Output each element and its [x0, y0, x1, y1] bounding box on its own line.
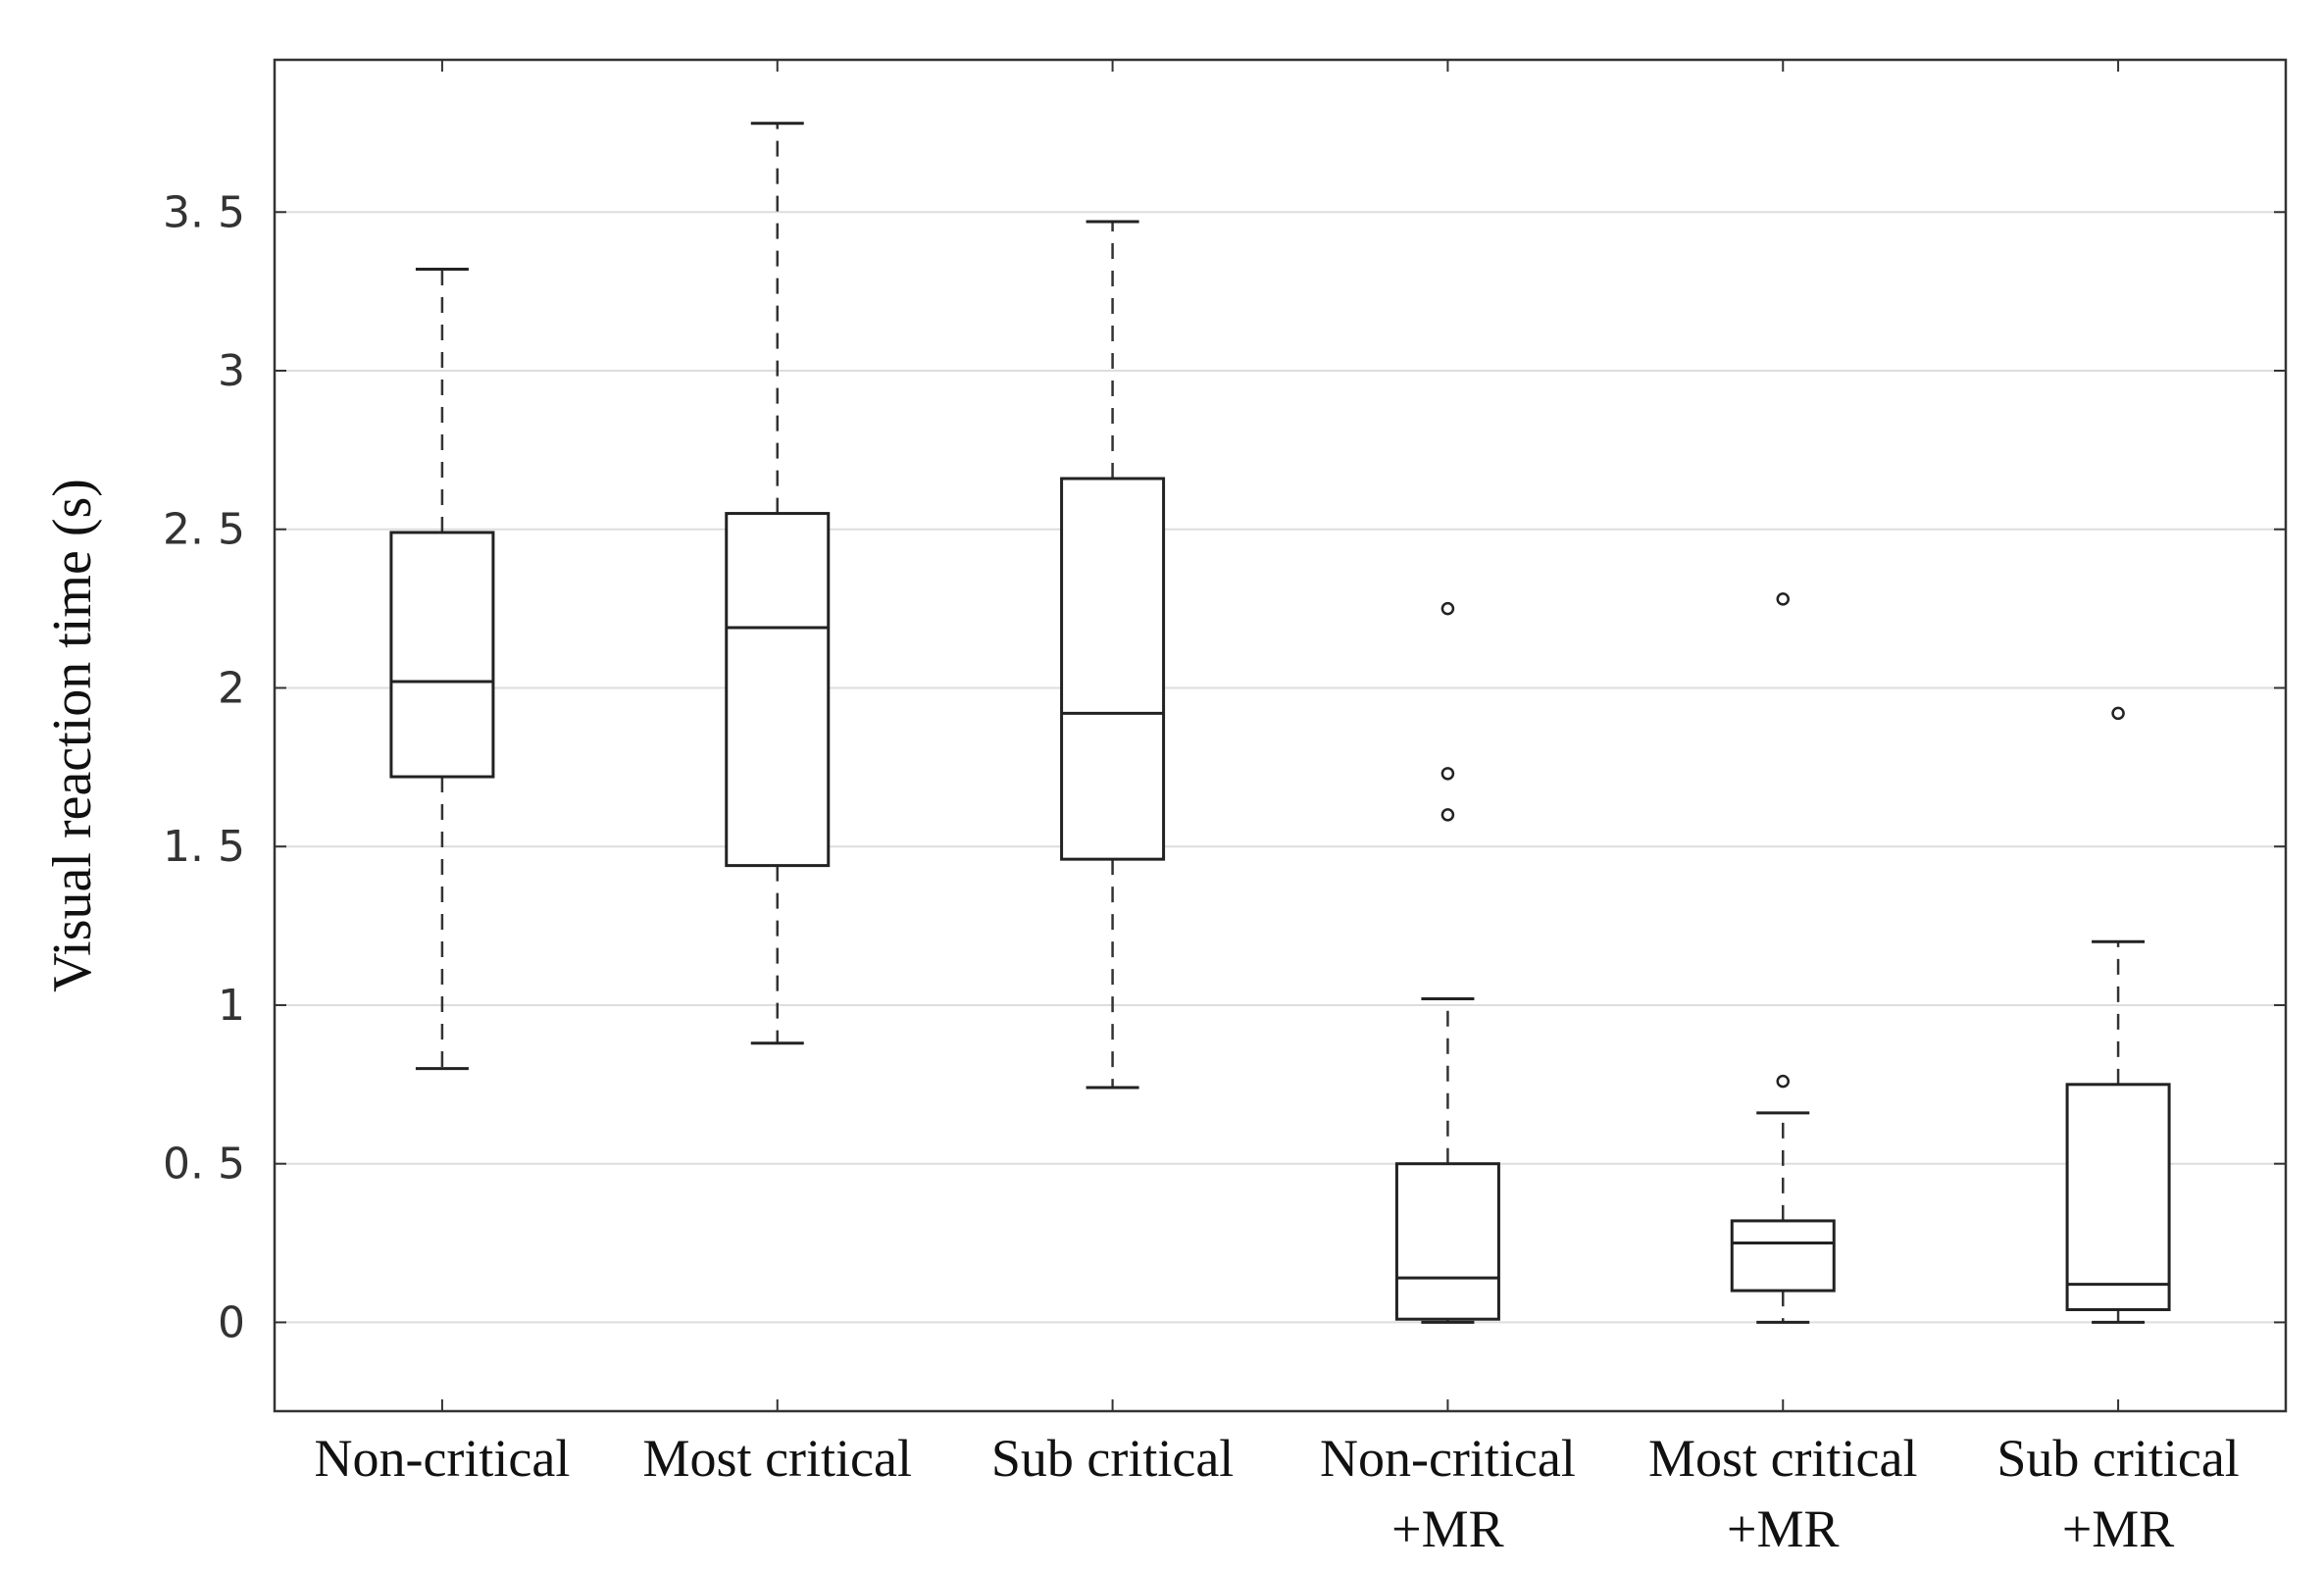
x-tick-label: +MR [1391, 1499, 1504, 1558]
y-tick-label: 1. 5 [163, 822, 245, 872]
y-tick-label: 0. 5 [163, 1140, 245, 1190]
box-iqr [1730, 1219, 1836, 1293]
x-tick-label: Most critical [1648, 1429, 1917, 1488]
y-axis-ticks: 0 0. 5 1 1. 5 2 2. 5 3 3. 5 [163, 187, 2286, 1347]
outlier-point [1776, 1074, 1790, 1089]
box-series [389, 122, 2171, 1324]
outlier-point [1776, 592, 1790, 606]
outlier-point [1440, 767, 1455, 781]
x-tick-label: +MR [1727, 1499, 1840, 1558]
x-tick-label: Sub critical [1996, 1429, 2239, 1488]
box-iqr [725, 512, 831, 868]
x-tick-label: Most critical [643, 1429, 912, 1488]
y-tick-label: 3 [218, 346, 245, 396]
axes-frame [273, 58, 2288, 1413]
y-tick-label: 1 [218, 981, 245, 1031]
outlier-point [2111, 706, 2125, 721]
y-tick-label: 3. 5 [163, 187, 245, 237]
y-tick-label: 2. 5 [163, 505, 245, 555]
y-axis-label: Visual reaction time (s) [42, 479, 103, 992]
grid-lines [275, 211, 2286, 1324]
box-iqr [2065, 1083, 2171, 1311]
outlier-point [1440, 601, 1455, 616]
box-iqr [389, 531, 495, 779]
x-tick-label: Non-critical [1320, 1429, 1576, 1488]
y-tick-label: 0 [218, 1297, 245, 1347]
x-tick-label: +MR [2062, 1499, 2175, 1558]
x-tick-label: Non-critical [314, 1429, 570, 1488]
outlier-point [1440, 808, 1455, 822]
x-axis-ticks: Non-critical Most critical Sub critical Non… [314, 60, 2240, 1558]
y-tick-label: 2 [218, 663, 245, 713]
box-iqr [1060, 477, 1166, 861]
box-iqr [1394, 1162, 1500, 1321]
x-tick-label: Sub critical [991, 1429, 1234, 1488]
